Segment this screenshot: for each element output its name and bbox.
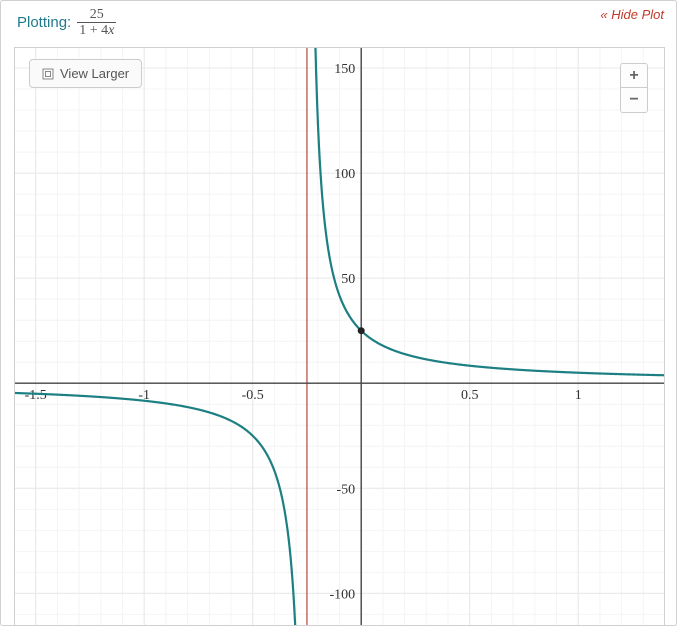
view-larger-button[interactable]: View Larger [29, 59, 142, 88]
svg-text:100: 100 [334, 167, 355, 182]
view-larger-label: View Larger [60, 66, 129, 81]
svg-text:1: 1 [575, 388, 582, 403]
plotting-title: Plotting: 25 1 + 4x [17, 7, 116, 39]
expr-denominator: 1 + 4x [77, 22, 116, 38]
svg-text:-0.5: -0.5 [242, 388, 264, 403]
svg-text:0.5: 0.5 [461, 388, 479, 403]
plot-expression: 25 1 + 4x [77, 7, 116, 39]
svg-text:150: 150 [334, 62, 355, 77]
zoom-in-button[interactable]: + [621, 64, 647, 88]
plot-panel: Plotting: 25 1 + 4x « Hide Plot View Lar… [0, 0, 677, 626]
svg-text:-1.5: -1.5 [25, 388, 47, 403]
svg-text:-100: -100 [330, 587, 356, 602]
svg-text:50: 50 [341, 272, 355, 287]
plot-canvas[interactable]: -1.5-1-0.50.51-100-5050100150 [14, 47, 665, 626]
zoom-out-button[interactable]: − [621, 88, 647, 112]
svg-text:-50: -50 [337, 482, 356, 497]
zoom-controls: + − [620, 63, 648, 113]
expr-numerator: 25 [88, 7, 106, 22]
plotting-label-text: Plotting: [17, 14, 71, 31]
expand-icon [42, 68, 54, 80]
plot-header: Plotting: 25 1 + 4x « Hide Plot [1, 1, 676, 47]
hide-plot-link[interactable]: « Hide Plot [600, 7, 664, 22]
